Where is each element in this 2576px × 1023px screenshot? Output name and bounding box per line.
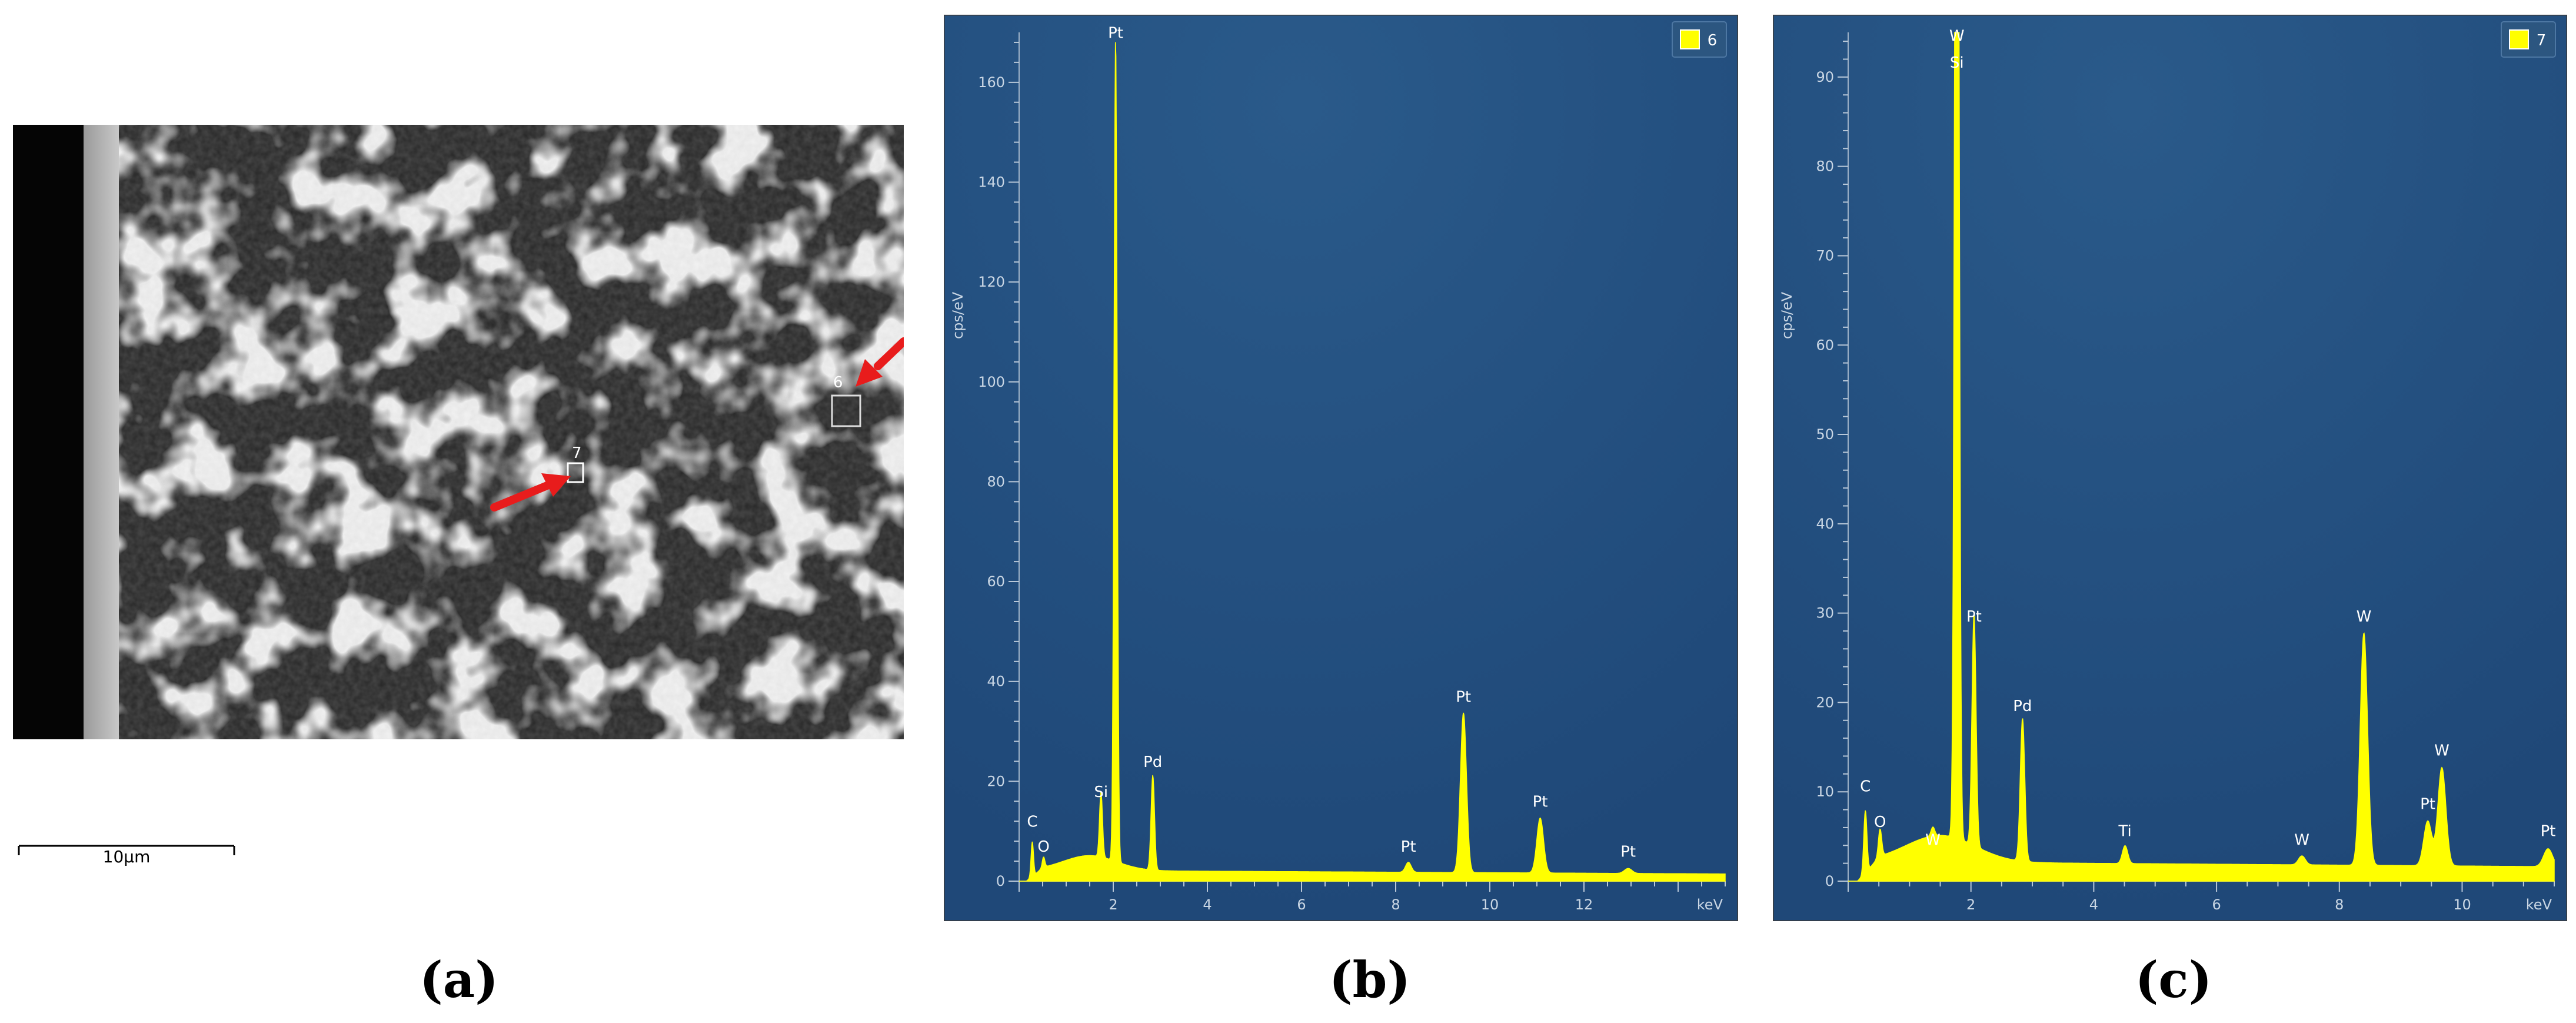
x-tick-label: 10 <box>2453 896 2471 913</box>
y-tick-label: 60 <box>1816 337 1834 353</box>
scale-bar: 10µm <box>18 833 235 868</box>
legend-label: 7 <box>2537 32 2547 49</box>
peak-label: Pd <box>2013 698 2032 715</box>
peak-label: Pt <box>2420 796 2435 813</box>
x-tick-label: 10 <box>1481 896 1499 913</box>
legend: 6 <box>1672 21 1727 58</box>
peak-label: Pt <box>1533 793 1548 811</box>
spectrum-series <box>1848 32 2555 882</box>
peak-label: Pt <box>1620 843 1636 861</box>
y-tick-label: 30 <box>1816 605 1834 622</box>
marker-label-6: 6 <box>833 374 843 391</box>
sem-micrograph: 7 6 <box>13 125 904 739</box>
marker-box-7 <box>567 462 584 483</box>
peak-label: W <box>1925 831 1941 849</box>
legend-swatch <box>2509 29 2529 49</box>
arrow-to-marker-7 <box>490 473 571 512</box>
panel-label-a: (a) <box>420 951 498 1009</box>
spectrum-series <box>1019 42 1726 882</box>
y-tick-label: 40 <box>1816 516 1834 532</box>
y-tick-label: 90 <box>1816 69 1834 85</box>
peak-label: Si <box>1950 54 1964 72</box>
x-axis-label: keV <box>1697 896 1723 913</box>
marker-box-6 <box>831 394 861 427</box>
x-tick-label: 6 <box>2212 896 2221 913</box>
peak-label: Ti <box>2118 822 2131 840</box>
x-tick-label: 4 <box>2089 896 2098 913</box>
x-tick-label: 2 <box>1109 896 1117 913</box>
peak-label: C <box>1027 813 1037 831</box>
panel-label-b: (b) <box>1329 951 1411 1009</box>
legend-label: 6 <box>1708 32 1718 49</box>
y-tick-label: 10 <box>1816 783 1834 800</box>
x-tick-label: 4 <box>1203 896 1212 913</box>
y-tick-label: 80 <box>1816 158 1834 175</box>
scale-bar-label: 10µm <box>103 847 151 866</box>
marker-label-7: 7 <box>572 444 582 462</box>
peak-label: Pt <box>1401 838 1416 856</box>
y-tick-label: 120 <box>978 274 1005 290</box>
peak-label: Pd <box>1143 753 1162 771</box>
y-tick-label: 70 <box>1816 247 1834 264</box>
y-tick-label: 50 <box>1816 426 1834 443</box>
y-tick-label: 100 <box>978 374 1005 390</box>
y-tick-label: 20 <box>987 773 1005 789</box>
chart-background <box>944 15 1738 921</box>
peak-label: W <box>2434 742 2449 760</box>
y-tick-label: 140 <box>978 174 1005 190</box>
peak-label: W <box>1949 27 1965 45</box>
peak-label: W <box>2294 831 2309 849</box>
peak-label: Pt <box>1108 24 1123 42</box>
panel-label-c: (c) <box>2135 951 2212 1009</box>
y-tick-label: 0 <box>996 873 1005 889</box>
peak-label: Pt <box>1966 608 1982 626</box>
y-tick-label: 40 <box>987 673 1005 690</box>
eds-chart-b: 0 20 40 60 80 100 120 140 160 2 4 6 8 10 12 cps/eV keV CO… <box>944 15 1738 921</box>
legend: 7 <box>2501 21 2556 58</box>
sem-dark-edge <box>13 125 84 739</box>
y-axis-label: cps/eV <box>1779 291 1795 339</box>
y-tick-label: 0 <box>1825 873 1834 889</box>
arrow-to-marker-6 <box>856 337 904 387</box>
x-tick-label: 8 <box>2335 896 2344 913</box>
eds-spectrum-c: 0 10 20 30 40 50 60 70 80 90 2 4 6 8 10 cps/eV keV C O W W Si… <box>1773 15 2567 921</box>
x-tick-label: 6 <box>1297 896 1306 913</box>
peak-label: O <box>1874 813 1886 831</box>
chart-background <box>1773 15 2567 921</box>
x-tick-label: 12 <box>1575 896 1593 913</box>
y-tick-label: 160 <box>978 74 1005 91</box>
peak-label: Pt <box>1456 689 1471 706</box>
x-axis-label: keV <box>2526 896 2552 913</box>
y-tick-label: 60 <box>987 573 1005 590</box>
peak-label: Pt <box>2541 822 2556 840</box>
eds-chart-c: 0 10 20 30 40 50 60 70 80 90 2 4 6 8 10 cps/eV keV C O W W Si… <box>1773 15 2567 921</box>
y-tick-label: 20 <box>1816 694 1834 710</box>
peak-label: Si <box>1094 783 1108 801</box>
x-tick-label: 2 <box>1966 896 1975 913</box>
peak-label: O <box>1037 838 1049 856</box>
x-tick-label: 8 <box>1391 896 1400 913</box>
y-axis-label: cps/eV <box>950 291 966 339</box>
legend-swatch <box>1680 29 1700 49</box>
eds-spectrum-b: 0 20 40 60 80 100 120 140 160 2 4 6 8 10 12 cps/eV keV C O… <box>944 15 1738 921</box>
peak-label: C <box>1860 778 1871 795</box>
peak-label: W <box>2357 608 2372 626</box>
y-tick-label: 80 <box>987 473 1005 490</box>
sem-image: 7 6 <box>13 125 904 739</box>
sem-substrate-layer <box>84 125 119 739</box>
